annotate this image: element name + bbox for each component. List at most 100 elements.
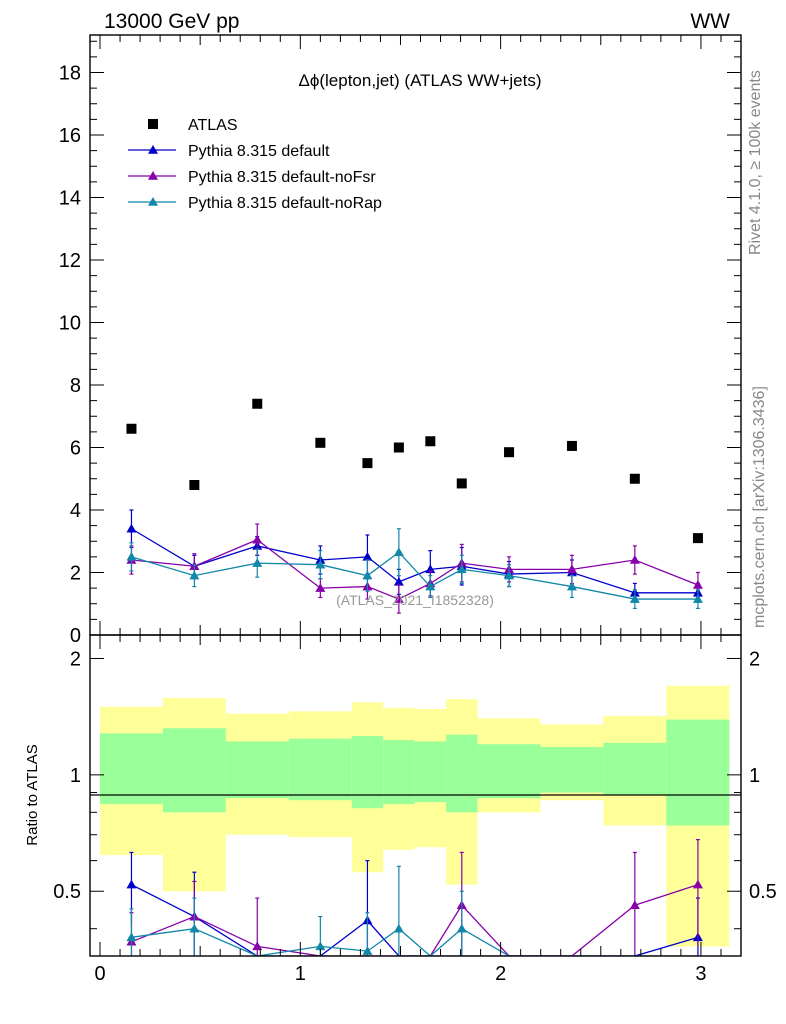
series-point [252,534,263,544]
ratio-band-green [477,744,541,799]
y-tick-label: 0 [70,625,81,647]
atlas-data-point [456,478,467,489]
ratio-y-tick-label: 0.5 [53,881,81,903]
atlas-data-point [629,473,640,484]
y-tick-label: 12 [59,250,81,272]
ratio-point [315,941,326,951]
series-point [425,564,436,574]
legend-atlas-marker [148,119,158,129]
ratio-ticks: 0.5 0.5 1 1 2 2 [53,635,777,956]
series-point [362,551,373,561]
rivet-label: Rivet 4.1.0, ≥ 100k events [747,70,764,255]
ratio-band-green [100,733,163,805]
ratio-point [252,941,263,951]
ratio-series-line [131,927,698,956]
series-line [131,528,698,594]
ratio-band-green [225,741,289,799]
x-tick-label: 2 [495,963,506,985]
atlas-data-point [189,480,200,490]
series-point [393,594,404,603]
series-point [566,581,577,591]
ratio-band-green [383,740,415,805]
atlas-data-point [425,436,436,447]
main-marks [126,398,703,614]
atlas-data-point [692,533,703,544]
series-point [425,581,436,591]
x-tick-label: 1 [295,963,306,985]
ratio-y-tick-label-right: 0.5 [749,881,777,903]
series-point [362,570,373,580]
atlas-data-point [504,447,515,458]
legend-triangle-marker [148,197,158,206]
series-point [692,580,703,589]
ratio-y-tick-label: 2 [70,648,81,670]
ratio-band-green [666,719,730,826]
y-tick-label: 18 [59,63,81,85]
x-tick-labels: 0 1 2 3 [94,963,706,985]
legend: ATLAS Pythia 8.315 default Pythia 8.315 de… [128,117,382,212]
x-tick-label: 0 [94,963,105,985]
chart-title: Δϕ(lepton,jet) (ATLAS WW+jets) [298,71,541,90]
series-point [126,551,137,561]
atlas-data-point [566,440,577,451]
y-tick-label: 6 [70,438,81,460]
ratio-point [126,932,137,942]
ratio-point [456,923,467,933]
header-process: WW [690,10,730,33]
ratio-band-green [288,738,352,801]
y-tick-label: 8 [70,375,81,397]
series-point [629,594,640,603]
ratio-frame [89,634,742,957]
ratio-y-tick-label: 1 [70,765,81,787]
ratio-point [692,879,703,889]
legend-label: Pythia 8.315 default-noFsr [188,169,376,186]
atlas-data-point [362,458,373,469]
atlas-data-point [126,423,137,434]
legend-label: ATLAS [188,117,238,134]
series-point [315,583,326,592]
y-tick-label: 16 [59,125,81,147]
ratio-band-green [446,734,478,813]
y-tick-label: 2 [70,563,81,585]
ratio-ylabel: Ratio to ATLAS [24,744,41,845]
y-tick-label: 4 [70,500,81,522]
series-point [629,555,640,564]
series-point [456,564,467,574]
atlas-data-point [315,437,326,448]
series-point [252,558,263,567]
main-panel: 0 2 4 6 8 10 12 14 16 18 Δϕ(lepton,jet) (ATLAS WW… [59,34,742,647]
atlas-data-point [393,442,404,453]
series-point [393,547,404,556]
watermark: (ATLAS_2021_I1852328) [336,592,494,608]
series-line [131,538,699,600]
ratio-point [189,923,200,933]
ratio-point [629,900,640,909]
ratio-band-green [162,728,226,813]
series-point [566,564,577,574]
y-tick-label: 14 [59,188,81,210]
ratio-marks [126,839,703,956]
mcplots-label: mcplots.cern.ch [arXiv:1306.3436] [751,386,768,628]
series-point [189,570,200,580]
series-point [393,576,404,586]
ratio-y-tick-label-right: 2 [749,648,760,670]
legend-label: Pythia 8.315 default [188,143,330,160]
series-point [126,523,137,533]
ratio-band-green [603,742,667,795]
ratio-panel: 0.5 0.5 1 1 2 2 Ratio to ATLAS [24,634,777,957]
y-tick-label: 10 [59,313,81,335]
series-point [692,594,703,603]
legend-triangle-marker [148,171,158,180]
ratio-point [126,879,137,889]
ratio-y-tick-label-right: 1 [749,765,760,787]
header-energy: 13000 GeV pp [104,10,239,33]
x-tick-label: 3 [695,963,706,985]
ratio-point [393,923,404,933]
legend-triangle-marker [148,145,158,154]
ratio-series-group [126,865,698,956]
ratio-series-line [131,884,699,956]
series-point [504,570,515,580]
atlas-data-point [252,398,263,409]
series-line [131,551,698,600]
